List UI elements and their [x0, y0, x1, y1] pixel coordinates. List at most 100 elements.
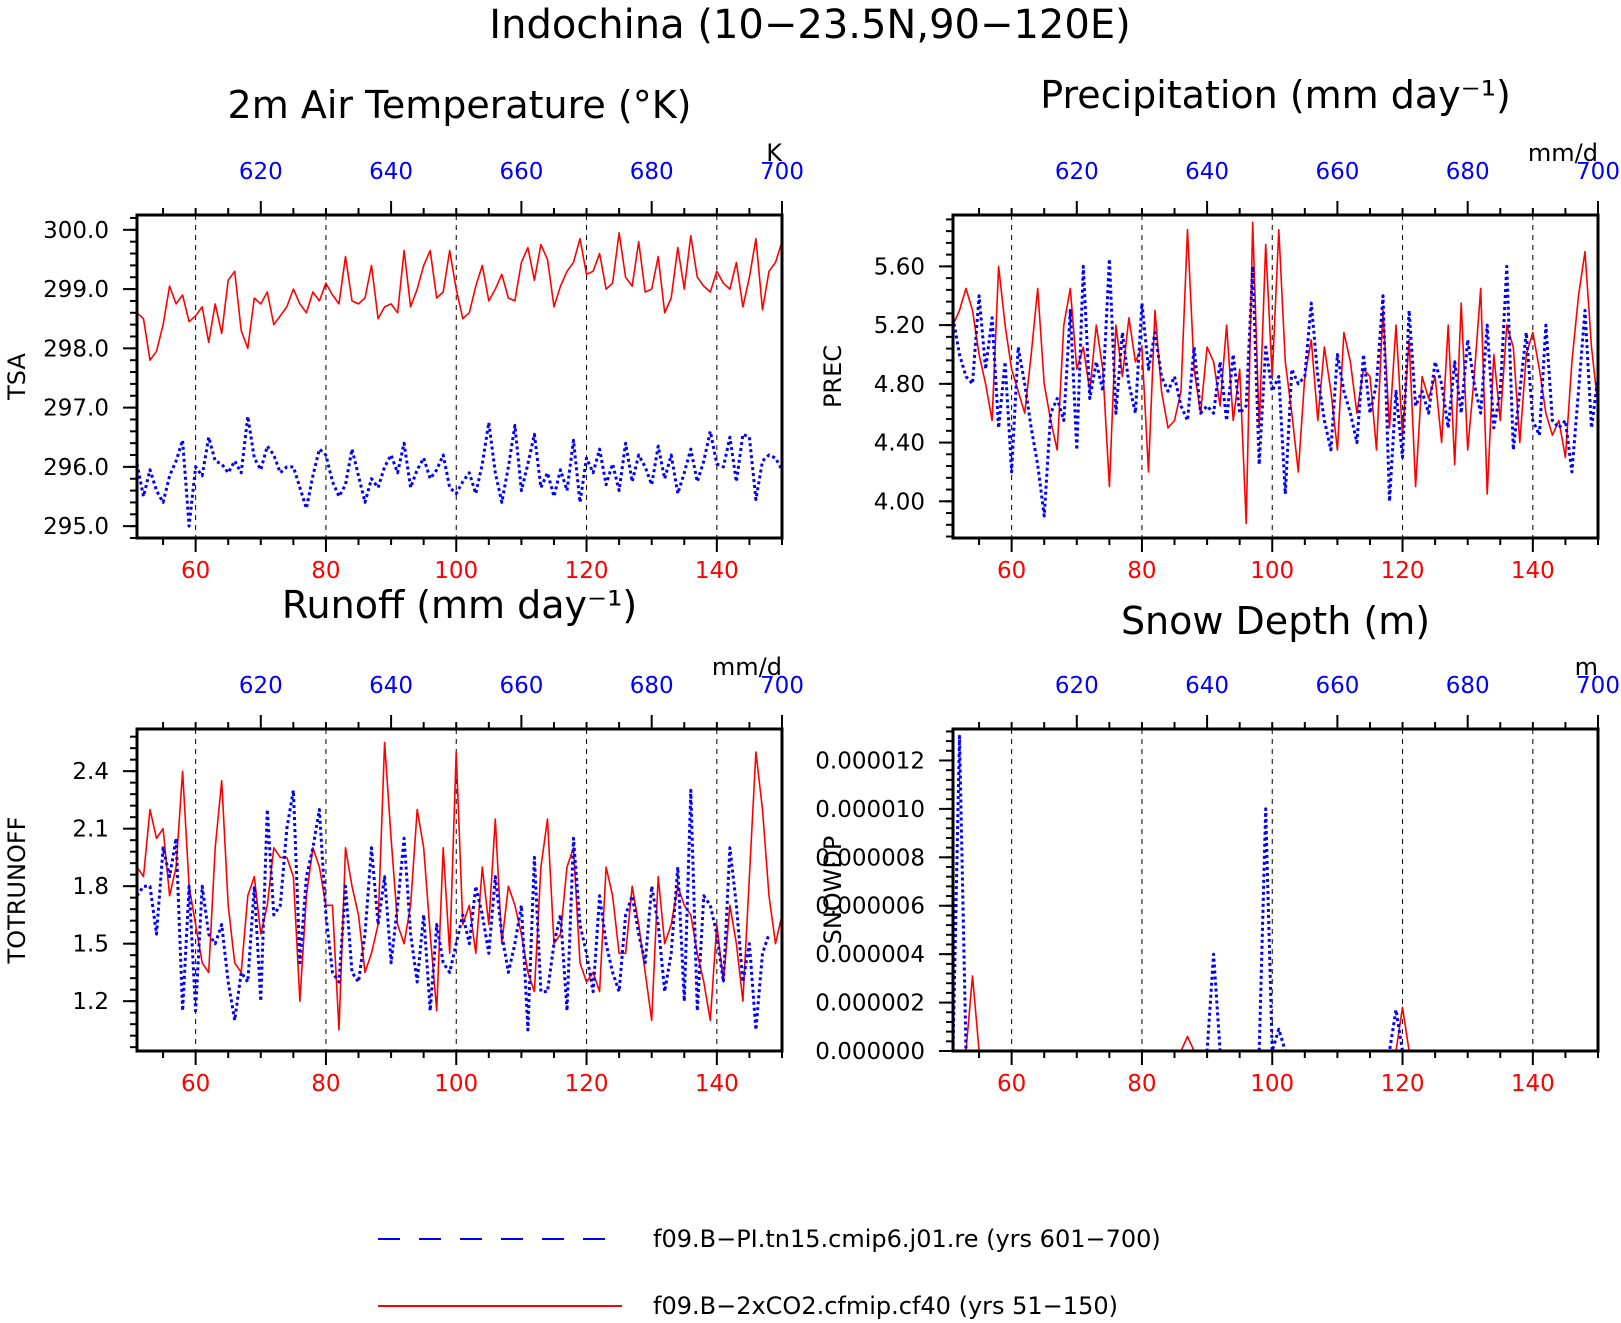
- y-tick-label: 296.0: [43, 455, 109, 481]
- plot-frame: [135, 727, 784, 1053]
- series-co2-line: [137, 232, 782, 362]
- legend-co2-label: f09.B−2xCO2.cfmip.cf40 (yrs 51−150): [653, 1292, 1118, 1320]
- x-tick-label-bottom: 100: [434, 1071, 478, 1097]
- x-tick-label-bottom: 60: [997, 1071, 1026, 1097]
- y-axis-label: PREC: [819, 345, 847, 408]
- x-tick-label-top: 680: [1446, 673, 1490, 699]
- x-tick-label-top: 700: [760, 159, 804, 185]
- y-tick-label: 2.4: [72, 759, 109, 785]
- x-tick-label-top: 680: [630, 673, 674, 699]
- y-axis-label: SNOWDP: [819, 836, 847, 945]
- x-tick-label-top: 680: [630, 159, 674, 185]
- panels: 2m Air Temperature (°K) TSA K 60 80 100 120 140…: [3, 73, 1620, 1097]
- panel-prec: Precipitation (mm day⁻¹) PREC mm/d 60 80 100 1…: [819, 73, 1620, 584]
- y-tick-label: 0.000004: [815, 942, 925, 968]
- y-axis-label: TOTRUNOFF: [3, 817, 31, 965]
- panel-snowdp: Snow Depth (m) SNOWDP m 60 80 100 120 140 620 640…: [815, 599, 1620, 1097]
- y-tick-label: 1.5: [72, 932, 109, 958]
- panel-title: Runoff (mm day⁻¹): [282, 583, 637, 627]
- x-tick-label-top: 620: [1055, 673, 1099, 699]
- series-pi-line: [137, 415, 782, 528]
- x-tick-label-bottom: 60: [181, 558, 210, 584]
- plot-frame: [951, 213, 1600, 540]
- units-label: K: [766, 139, 783, 167]
- series-co2-line: [953, 221, 1598, 525]
- y-tick-label: 295.0: [43, 514, 109, 540]
- series-pi-line: [953, 257, 1598, 518]
- x-tick-label-top: 700: [1576, 159, 1620, 185]
- x-tick-label-bottom: 80: [311, 558, 340, 584]
- y-tick-label: 299.0: [43, 277, 109, 303]
- x-tick-label-top: 680: [1446, 159, 1490, 185]
- x-tick-label-bottom: 60: [181, 1071, 210, 1097]
- y-tick-label: 5.60: [874, 254, 925, 280]
- x-tick-label-bottom: 140: [1511, 558, 1555, 584]
- x-tick-label-bottom: 140: [695, 558, 739, 584]
- y-tick-label: 298.0: [43, 336, 109, 362]
- y-tick-label: 0.000006: [815, 894, 925, 920]
- y-tick-label: 4.00: [874, 489, 925, 515]
- x-tick-label-top: 700: [760, 673, 804, 699]
- series-group: [953, 221, 1598, 525]
- x-tick-label-bottom: 80: [311, 1071, 340, 1097]
- x-tick-label-bottom: 120: [565, 558, 609, 584]
- x-tick-label-top: 620: [1055, 159, 1099, 185]
- series-co2-line: [953, 975, 1598, 1051]
- x-tick-label-bottom: 60: [997, 558, 1026, 584]
- series-group: [137, 741, 782, 1032]
- panel-title: Precipitation (mm day⁻¹): [1040, 73, 1511, 117]
- x-tick-label-top: 620: [239, 673, 283, 699]
- y-tick-label: 0.000000: [815, 1039, 925, 1065]
- y-tick-label: 0.000010: [815, 797, 925, 823]
- x-tick-label-bottom: 140: [695, 1071, 739, 1097]
- y-tick-label: 4.40: [874, 431, 925, 457]
- y-axis-label: TSA: [3, 353, 31, 401]
- x-tick-label-top: 660: [499, 159, 543, 185]
- units-label: mm/d: [712, 653, 782, 681]
- x-tick-label-bottom: 120: [1381, 558, 1425, 584]
- units-label: m: [1575, 653, 1598, 681]
- x-tick-label-bottom: 80: [1127, 1071, 1156, 1097]
- x-tick-label-top: 640: [369, 673, 413, 699]
- x-tick-label-bottom: 100: [1250, 1071, 1294, 1097]
- y-tick-label: 297.0: [43, 396, 109, 422]
- x-tick-label-bottom: 140: [1511, 1071, 1555, 1097]
- legend: f09.B−PI.tn15.cmip6.j01.re (yrs 601−700)…: [378, 1225, 1161, 1320]
- y-tick-label: 0.000008: [815, 845, 925, 871]
- x-tick-label-top: 640: [1185, 159, 1229, 185]
- plot-frame: [135, 213, 784, 540]
- y-tick-label: 1.2: [72, 989, 109, 1015]
- y-tick-label: 1.8: [72, 874, 109, 900]
- x-tick-label-bottom: 100: [1250, 558, 1294, 584]
- plot-frame: [951, 727, 1600, 1053]
- panel-title: Snow Depth (m): [1121, 599, 1430, 643]
- x-tick-label-bottom: 80: [1127, 558, 1156, 584]
- x-tick-label-top: 700: [1576, 673, 1620, 699]
- y-tick-label: 300.0: [43, 218, 109, 244]
- series-pi-line: [953, 734, 1598, 1051]
- panel-tsa: 2m Air Temperature (°K) TSA K 60 80 100 120 140…: [3, 83, 804, 584]
- figure-title: Indochina (10−23.5N,90−120E): [489, 2, 1130, 48]
- series-group: [137, 232, 782, 528]
- legend-pi-label: f09.B−PI.tn15.cmip6.j01.re (yrs 601−700): [653, 1225, 1161, 1253]
- units-label: mm/d: [1528, 139, 1598, 167]
- series-group: [953, 734, 1598, 1051]
- x-tick-label-top: 620: [239, 159, 283, 185]
- x-tick-label-top: 660: [1315, 159, 1359, 185]
- x-tick-label-bottom: 120: [565, 1071, 609, 1097]
- x-tick-label-top: 660: [1315, 673, 1359, 699]
- series-pi-line: [137, 788, 771, 1032]
- x-tick-label-bottom: 100: [434, 558, 478, 584]
- y-tick-label: 2.1: [72, 817, 109, 843]
- x-tick-label-top: 660: [499, 673, 543, 699]
- panel-title: 2m Air Temperature (°K): [228, 83, 692, 127]
- y-tick-label: 0.000012: [815, 748, 925, 774]
- x-tick-label-top: 640: [1185, 673, 1229, 699]
- y-tick-label: 0.000002: [815, 991, 925, 1017]
- series-co2-line: [137, 741, 782, 1031]
- x-tick-label-top: 640: [369, 159, 413, 185]
- x-tick-label-bottom: 120: [1381, 1071, 1425, 1097]
- y-tick-label: 4.80: [874, 372, 925, 398]
- y-tick-label: 5.20: [874, 313, 925, 339]
